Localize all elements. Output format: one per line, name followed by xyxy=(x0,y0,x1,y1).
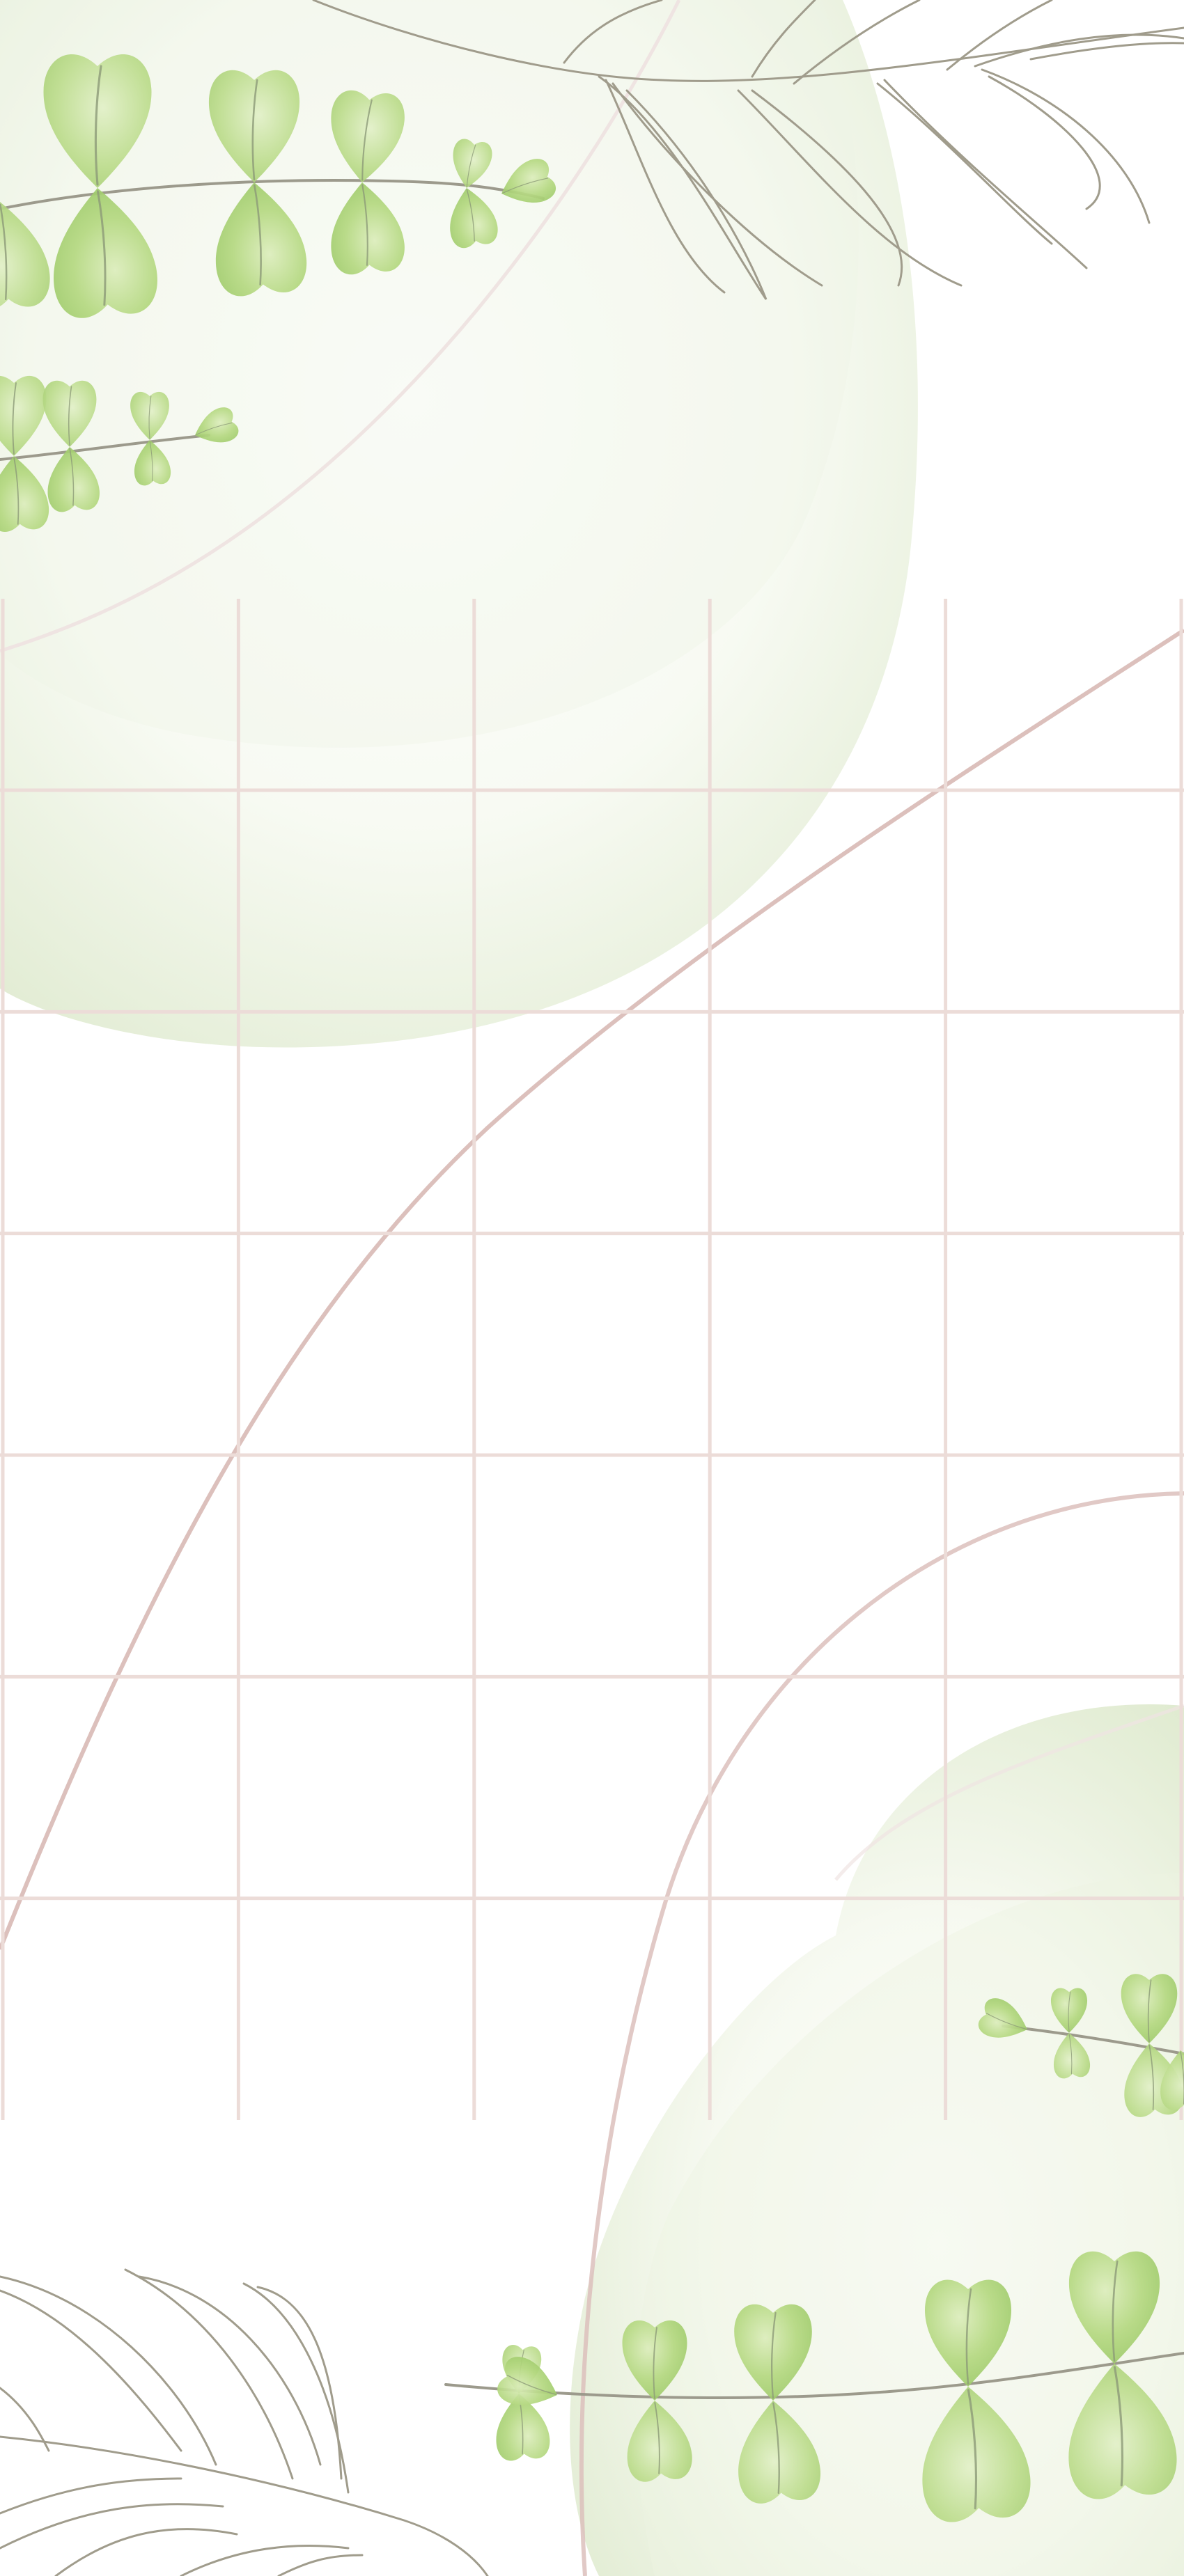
eucalyptus-leaf xyxy=(494,155,559,214)
eucalyptus-leaf xyxy=(1060,2359,1180,2502)
eucalyptus-leaf xyxy=(0,198,53,313)
bottom-right-green-blob xyxy=(570,1704,1184,2576)
eucalyptus-leaf xyxy=(622,2397,694,2483)
eucalyptus-leaf xyxy=(443,184,501,251)
vine-stem xyxy=(444,2352,1184,2400)
eucalyptus-leaf xyxy=(208,70,300,183)
eucalyptus-leaf xyxy=(209,178,309,299)
eucalyptus-leaf xyxy=(45,183,161,321)
eucalyptus-leaf xyxy=(622,2320,687,2401)
vine-stem xyxy=(0,434,210,461)
eucalyptus-leaf xyxy=(734,2304,812,2401)
eucalyptus-leaf xyxy=(43,444,102,514)
eucalyptus-leaf xyxy=(189,404,242,452)
eucalyptus-leaf xyxy=(0,375,47,456)
eucalyptus-leaf xyxy=(914,2382,1034,2524)
eucalyptus-leaf xyxy=(325,179,407,276)
top-left-eucalyptus-vine xyxy=(0,54,559,321)
eucalyptus-leaf xyxy=(975,1995,1034,2048)
eucalyptus-leaf xyxy=(325,88,407,186)
top-fern-line-art xyxy=(312,0,1184,300)
eucalyptus-leaf xyxy=(925,2279,1011,2387)
eucalyptus-leaf xyxy=(732,2396,823,2506)
eucalyptus-leaf xyxy=(493,2353,566,2418)
eucalyptus-leaf xyxy=(1068,2251,1160,2364)
vine-stem xyxy=(0,179,545,210)
eucalyptus-leaf xyxy=(130,391,169,440)
eucalyptus-leaf xyxy=(132,438,172,487)
eucalyptus-leaf xyxy=(1120,2041,1184,2119)
bottom-right-small-eucalyptus-vine xyxy=(975,1974,1184,2119)
eucalyptus-leaf xyxy=(1050,1988,1088,2033)
eucalyptus-leaf xyxy=(1051,2031,1091,2080)
eucalyptus-leaf xyxy=(0,453,51,533)
top-left-small-eucalyptus-vine xyxy=(0,375,242,533)
bottom-fern-line-art xyxy=(0,2268,489,2576)
eucalyptus-leaf xyxy=(42,380,97,447)
eucalyptus-leaf xyxy=(447,137,494,191)
eucalyptus-leaf xyxy=(1121,1974,1178,2043)
calendar-grid xyxy=(0,599,1184,2120)
bottom-right-eucalyptus-vine xyxy=(444,2251,1184,2524)
eucalyptus-leaf xyxy=(43,54,152,188)
